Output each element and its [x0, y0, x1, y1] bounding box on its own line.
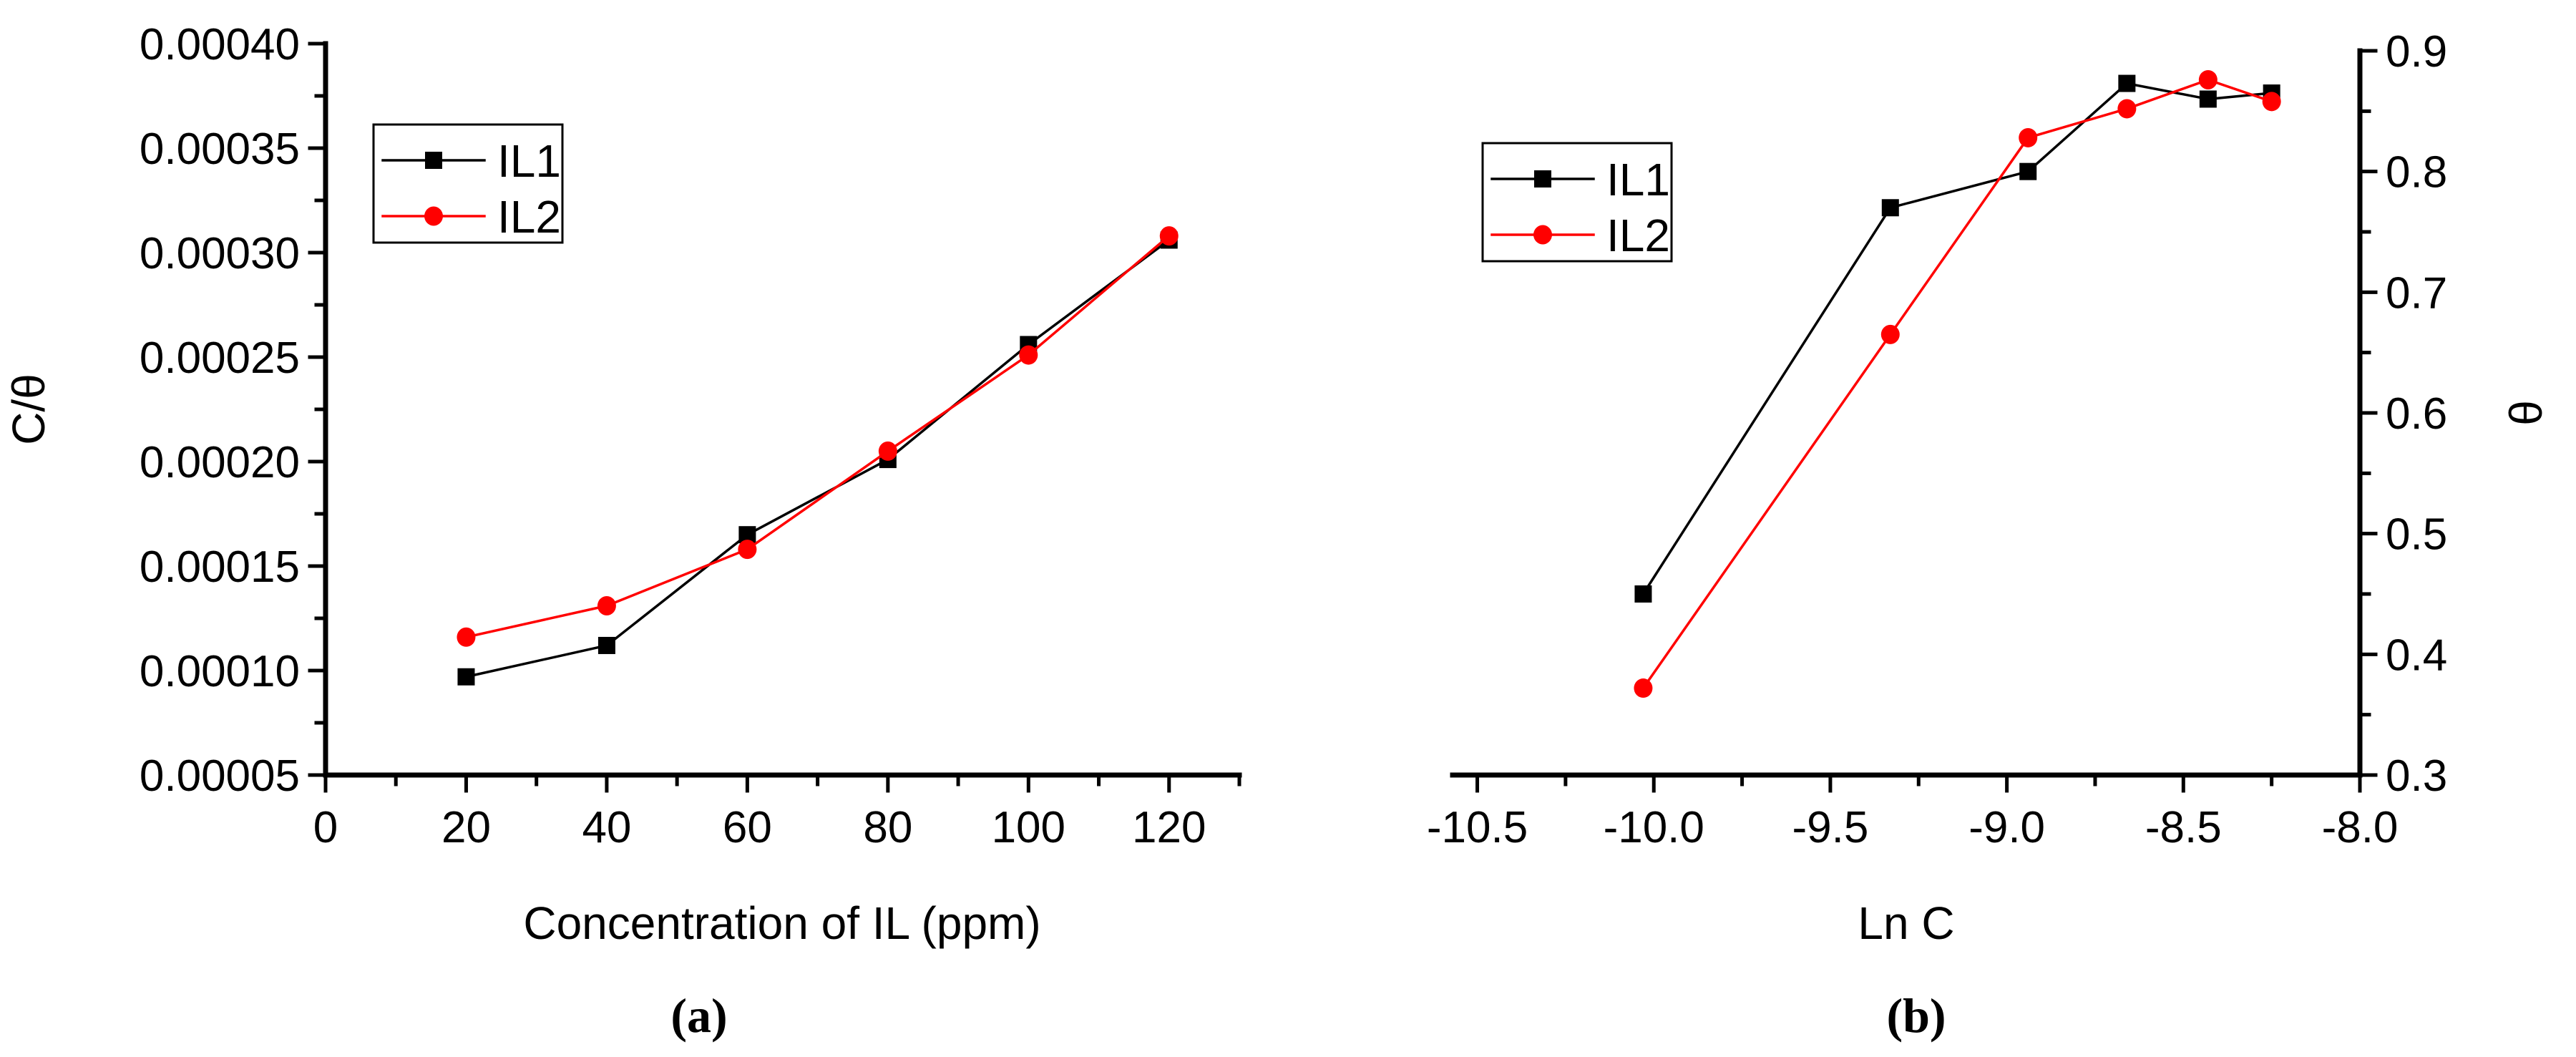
x-tick-label: 100 [992, 803, 1065, 852]
x-tick-label: 0 [313, 803, 338, 852]
y-tick-label: 0.00025 [140, 333, 300, 383]
panel-caption: (a) [670, 988, 727, 1043]
y-tick-label: 0.00010 [140, 647, 300, 696]
x-tick-label: 60 [723, 803, 772, 852]
data-point-il1 [2118, 74, 2136, 92]
legend-marker-il1 [425, 152, 442, 169]
legend-box [1481, 142, 1673, 263]
x-tick-label: 120 [1132, 803, 1206, 852]
y-tick-label: 0.5 [2386, 510, 2447, 560]
series-line-il2 [466, 235, 1170, 638]
y-tick-label: 0.6 [2386, 389, 2447, 439]
x-tick-label: -8.5 [2145, 803, 2222, 852]
data-point-il2 [2262, 92, 2281, 112]
x-axis-title: Concentration of IL (ppm) [523, 897, 1040, 949]
legend-box [372, 123, 564, 244]
legend-label-il2: IL2 [1606, 210, 1670, 261]
data-point-il2 [2198, 69, 2218, 89]
data-point-il2 [1159, 226, 1179, 246]
data-point-il1 [2019, 162, 2037, 180]
x-tick-label: -8.0 [2322, 803, 2399, 852]
series-line-il2 [1641, 78, 2273, 689]
series-line-il1 [1641, 82, 2272, 595]
y-tick-label: 0.4 [2386, 630, 2447, 680]
y-tick-label: 0.00040 [140, 20, 300, 69]
y-tick-label: 0.3 [2386, 751, 2447, 801]
data-point-il2 [1634, 678, 1653, 698]
legend-label-il1: IL1 [1606, 154, 1670, 205]
data-point-il2 [2019, 127, 2038, 147]
x-tick-label: 20 [441, 803, 491, 852]
data-point-il2 [2117, 99, 2137, 119]
y-tick-label: 0.00015 [140, 542, 300, 592]
y-tick-label: 0.00035 [140, 125, 300, 174]
legend-marker-il2 [1533, 225, 1552, 245]
y-axis-title: θ [2500, 400, 2552, 426]
x-tick-label: -10.0 [1604, 803, 1704, 852]
legend-label-il1: IL1 [497, 135, 561, 187]
y-tick-label: 0.7 [2386, 268, 2447, 318]
y-tick-label: 0.00005 [140, 751, 300, 801]
x-tick-label: 80 [863, 803, 912, 852]
legend-marker-il1 [1534, 170, 1551, 187]
x-tick-label: -10.5 [1427, 803, 1528, 852]
data-point-il1 [597, 636, 615, 654]
x-tick-label: -9.0 [1968, 803, 2045, 852]
data-point-il1 [1881, 199, 1899, 217]
y-tick-label: 0.00030 [140, 229, 300, 278]
series-line-il1 [466, 239, 1170, 678]
x-axis-title: Ln C [1858, 897, 1954, 949]
y-axis-title: C/θ [3, 374, 54, 445]
data-point-il2 [738, 540, 757, 560]
data-point-il1 [457, 668, 475, 686]
y-tick-label: 0.9 [2386, 27, 2447, 77]
data-point-il2 [1880, 324, 1900, 344]
panel-caption: (b) [1886, 988, 1946, 1043]
legend-label-il2: IL2 [497, 191, 561, 243]
data-point-il1 [1634, 585, 1652, 603]
data-point-il2 [457, 627, 476, 647]
x-tick-label: -9.5 [1792, 803, 1869, 852]
x-tick-label: 40 [582, 803, 631, 852]
data-point-il2 [878, 441, 897, 461]
data-point-il1 [2199, 90, 2217, 108]
legend-marker-il2 [424, 206, 443, 226]
y-tick-label: 0.00020 [140, 438, 300, 487]
data-point-il2 [1019, 345, 1038, 365]
y-tick-label: 0.8 [2386, 148, 2447, 198]
data-point-il2 [597, 595, 616, 615]
